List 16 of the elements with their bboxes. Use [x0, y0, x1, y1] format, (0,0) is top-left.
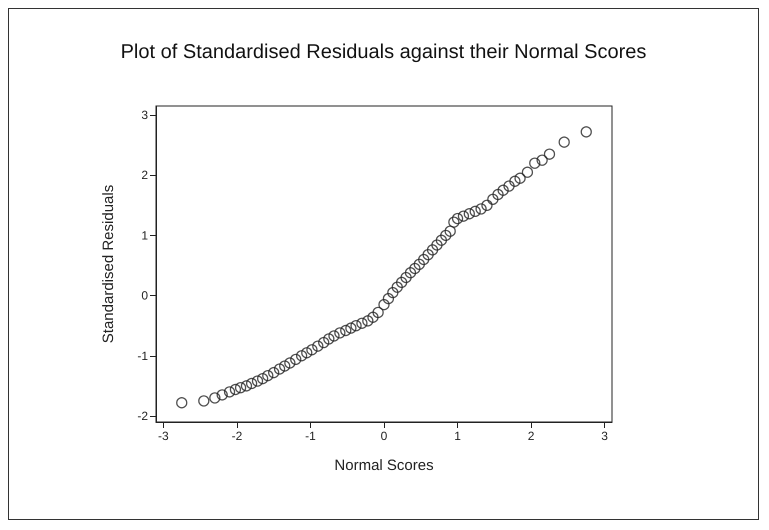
y-tick-label: 0 [141, 288, 148, 303]
x-tick-label: -2 [232, 429, 243, 443]
x-tick-label: 0 [380, 429, 388, 443]
x-axis-title: Normal Scores [334, 457, 434, 474]
y-tick-label: -1 [137, 348, 148, 363]
chart-title: Plot of Standardised Residuals against their Normal Scores [120, 41, 646, 63]
x-tick-label: 2 [528, 429, 535, 443]
x-tick-label: 1 [454, 429, 462, 443]
y-tick-label: 3 [141, 108, 148, 122]
x-tick-label: -3 [158, 429, 170, 443]
y-tick-label: -2 [137, 408, 148, 423]
y-tick-label: 1 [141, 228, 148, 242]
x-tick-label: -1 [305, 429, 316, 443]
y-axis-title: Standardised Residuals [100, 184, 117, 344]
x-tick-label: 3 [601, 429, 608, 443]
y-tick-label: 2 [141, 168, 148, 182]
